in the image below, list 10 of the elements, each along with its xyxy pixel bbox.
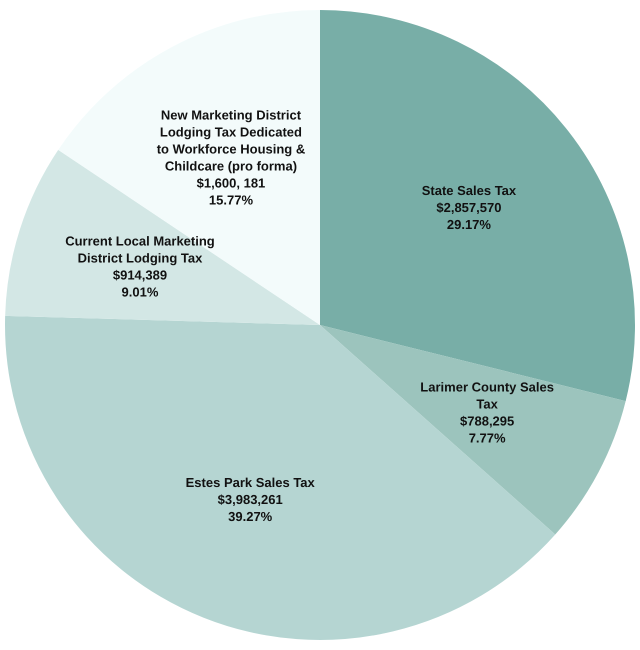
data-label: $2,857,570 29.17% (436, 200, 502, 232)
slice-label: Current Local Marketing District Lodging Tax (65, 234, 215, 266)
slice-label: New Marketing District Lodging Tax Dedicated to Workforce Housing & Childcare (pro forma) (156, 107, 306, 174)
slice-label: Estes Park Sales Tax (186, 475, 316, 490)
slice-label: State Sales Tax (422, 183, 517, 198)
data-label: $3,983,261 39.27% (218, 492, 283, 524)
data-label: $1,600, 181 15.77% (196, 175, 266, 208)
data-label: $914,389 9.01% (112, 268, 168, 300)
data-label: $788,295 7.77% (460, 413, 514, 446)
slice-label: Larimer County Sales Tax (420, 379, 554, 412)
